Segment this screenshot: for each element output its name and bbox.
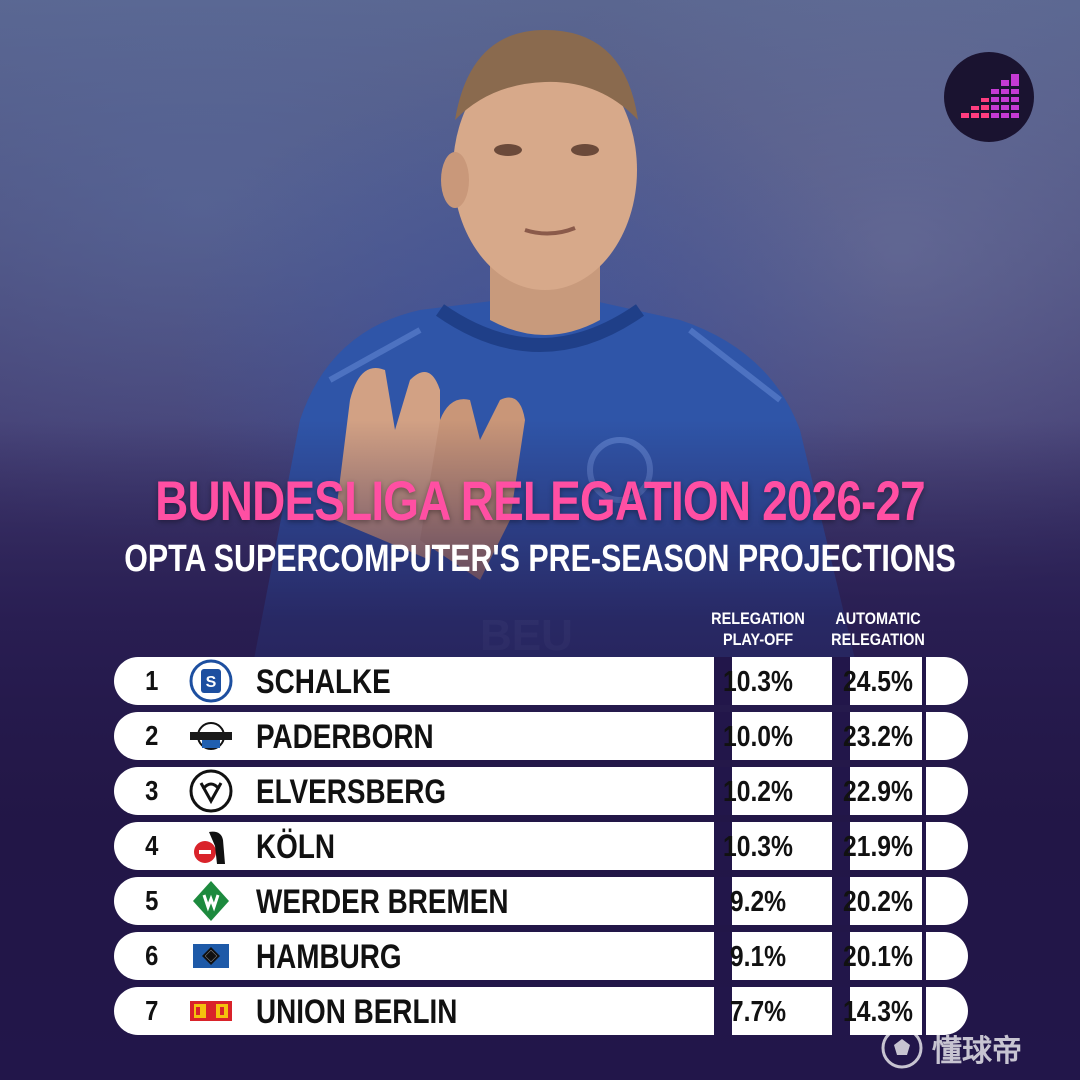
team-name: ELVERSBERG: [256, 773, 447, 811]
team-name: KÖLN: [256, 828, 335, 866]
row-divider: [922, 987, 926, 1035]
paderborn-crest-icon: [188, 714, 234, 758]
playoff-value: 10.0%: [723, 721, 793, 753]
row-divider: [832, 822, 850, 870]
table-row: 4 KÖLN 10.3% 21.9%: [114, 822, 970, 870]
row-divider: [832, 657, 850, 705]
union-crest-icon: [188, 989, 234, 1033]
hamburg-crest-icon: [188, 934, 234, 978]
svg-text:S: S: [206, 674, 217, 691]
automatic-value: 14.3%: [843, 996, 913, 1028]
schalke-crest-icon: S: [188, 659, 234, 703]
playoff-value: 10.3%: [723, 666, 793, 698]
team-rank: 5: [145, 885, 159, 916]
projection-table: 1 S SCHALKE 10.3% 24.5% 2 PADERBORN 10.0…: [114, 657, 970, 1042]
row-divider: [832, 987, 850, 1035]
page-title: BUNDESLIGA RELEGATION 2026-27: [155, 469, 926, 532]
team-name: SCHALKE: [256, 663, 391, 701]
row-background: [114, 822, 968, 870]
row-divider: [714, 932, 732, 980]
row-divider: [832, 767, 850, 815]
row-divider: [714, 987, 732, 1035]
row-divider: [832, 932, 850, 980]
automatic-value: 22.9%: [843, 776, 913, 808]
row-divider: [832, 877, 850, 925]
table-row: 5 WERDER BREMEN 9.2% 20.2%: [114, 877, 970, 925]
team-rank: 7: [145, 995, 159, 1026]
team-name: UNION BERLIN: [256, 993, 458, 1031]
row-divider: [714, 877, 732, 925]
row-divider: [832, 712, 850, 760]
koln-crest-icon: [188, 824, 234, 868]
elversberg-crest-icon: [188, 769, 234, 813]
automatic-value: 20.2%: [843, 886, 913, 918]
page-subtitle: OPTA SUPERCOMPUTER'S PRE-SEASON PROJECTI…: [124, 538, 956, 580]
watermark-text: 懂球帝: [932, 1034, 1022, 1069]
table-row: 7 UNION BERLIN 7.7% 14.3%: [114, 987, 970, 1035]
column-header-automatic: AUTOMATIC RELEGATION: [831, 609, 925, 649]
table-row: 2 PADERBORN 10.0% 23.2%: [114, 712, 970, 760]
row-background: [114, 767, 968, 815]
playoff-value: 10.3%: [723, 831, 793, 863]
team-rank: 4: [145, 830, 159, 861]
row-background: [114, 877, 968, 925]
watermark: 懂球帝: [880, 1026, 1022, 1070]
table-row: 1 S SCHALKE 10.3% 24.5%: [114, 657, 970, 705]
row-divider: [922, 657, 926, 705]
opta-logo-icon: [944, 52, 1034, 142]
row-divider: [922, 767, 926, 815]
automatic-value: 21.9%: [843, 831, 913, 863]
playoff-value: 9.2%: [729, 886, 787, 918]
row-divider: [714, 712, 732, 760]
row-divider: [922, 712, 926, 760]
column-header-playoff: RELEGATION PLAY-OFF: [711, 609, 805, 649]
automatic-value: 24.5%: [843, 666, 913, 698]
team-name: PADERBORN: [256, 718, 434, 756]
row-divider: [922, 877, 926, 925]
row-divider: [922, 932, 926, 980]
playoff-value: 9.1%: [729, 941, 787, 973]
playoff-value: 7.7%: [729, 996, 787, 1028]
playoff-value: 10.2%: [723, 776, 793, 808]
table-row: 6 HAMBURG 9.1% 20.1%: [114, 932, 970, 980]
automatic-value: 20.1%: [843, 941, 913, 973]
team-rank: 1: [145, 665, 159, 696]
team-rank: 6: [145, 940, 159, 971]
team-rank: 2: [145, 720, 159, 751]
row-divider: [714, 657, 732, 705]
row-divider: [714, 767, 732, 815]
team-name: HAMBURG: [256, 938, 402, 976]
row-background: [114, 932, 968, 980]
row-divider: [714, 822, 732, 870]
team-name: WERDER BREMEN: [256, 883, 509, 921]
row-background: [114, 712, 968, 760]
football-icon: [881, 1027, 923, 1069]
table-row: 3 ELVERSBERG 10.2% 22.9%: [114, 767, 970, 815]
automatic-value: 23.2%: [843, 721, 913, 753]
werder-crest-icon: [188, 879, 234, 923]
team-rank: 3: [145, 775, 159, 806]
row-divider: [922, 822, 926, 870]
row-background: [114, 657, 968, 705]
row-background: [114, 987, 968, 1035]
